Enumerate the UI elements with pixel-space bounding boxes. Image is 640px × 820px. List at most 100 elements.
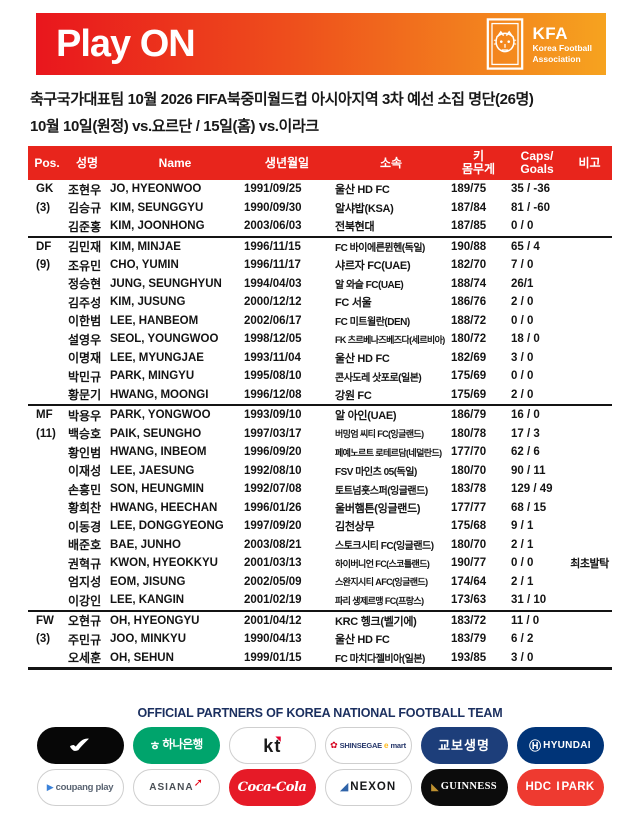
cell-kor: 황인범 xyxy=(68,445,102,460)
cell-name: JUNG, SEUNGHYUN xyxy=(110,277,222,290)
kfa-wordmark: KFA Korea Football Association xyxy=(532,25,592,63)
cell-club: 콘사도레 삿포로(일본) xyxy=(335,372,422,384)
intro-line-1: 축구국가대표팀 10월 2026 FIFA북중미월드컵 아시아지역 3차 예선 … xyxy=(30,91,534,108)
table-row: 오세훈 OH, SEHUN 1999/01/15 FC 마치다젤비아(일본) 193/8… xyxy=(28,649,612,668)
cell-name: JOO, MINKYU xyxy=(110,633,187,646)
cell-pos: FW xyxy=(36,614,54,627)
cell-club: KRC 헹크(벨기에) xyxy=(335,615,417,628)
partner-coupang-play: ▶ coupang play xyxy=(36,769,124,806)
cell-name: KWON, HYEOKKYU xyxy=(110,557,218,570)
coupang-play-triangle-icon: ▶ xyxy=(46,782,54,792)
cell-name: SON, HEUNGMIN xyxy=(110,483,204,496)
cell-hw: 173/63 xyxy=(451,594,487,607)
coupang-play-label: coupang play xyxy=(55,781,114,793)
cell-caps: 31 / 10 xyxy=(511,594,547,607)
cell-caps: 129 / 49 xyxy=(511,483,553,496)
header-pos: Pos. xyxy=(34,155,60,170)
cell-pos: GK xyxy=(36,183,54,196)
cell-caps: 26/1 xyxy=(511,277,534,290)
cell-caps: 17 / 3 xyxy=(511,427,540,440)
cell-club: 강원 FC xyxy=(335,389,372,402)
cell-kor: 오세훈 xyxy=(68,651,102,666)
asiana-label: ASIANA xyxy=(149,781,194,793)
cell-hw: 180/72 xyxy=(451,333,487,346)
cell-name: KIM, JUSUNG xyxy=(110,296,186,309)
cell-name: PARK, YONGWOO xyxy=(110,409,211,422)
cell-name: LEE, DONGGYEONG xyxy=(110,520,224,533)
cell-birth: 2001/02/19 xyxy=(244,594,302,607)
cell-club: 스완지시티 AFC(잉글랜드) xyxy=(335,577,428,588)
cell-hw: 186/79 xyxy=(451,409,487,422)
cell-hw: 186/76 xyxy=(451,296,487,309)
table-section-gk: GK 조현우 JO, HYEONWOO 1991/09/25 울산 HD FC 189/7… xyxy=(28,180,612,236)
cell-club: 페예노르트 로테르담(네덜란드) xyxy=(335,447,442,458)
hana-bank-label: 하나은행 xyxy=(162,738,203,751)
cell-hw: 175/69 xyxy=(451,388,487,401)
intro-block: 축구국가대표팀 10월 2026 FIFA북중미월드컵 아시아지역 3차 예선 … xyxy=(30,86,640,140)
header-weight: 몸무게 xyxy=(461,162,496,176)
cell-hw: 190/88 xyxy=(451,240,487,253)
cell-club: 전북현대 xyxy=(335,221,375,234)
ipark-i-label: I xyxy=(556,780,560,793)
cell-kor: 조현우 xyxy=(68,182,102,197)
table-body: GK 조현우 JO, HYEONWOO 1991/09/25 울산 HD FC 189/7… xyxy=(28,180,612,670)
table-row: 이한범 LEE, HANBEOM 2002/06/17 FC 미트윌란(DEN) 188… xyxy=(28,312,612,331)
kt-label-t: t xyxy=(274,735,280,756)
roster-announcement-page: { "colors":{ "banner_gradient_left":"#e9… xyxy=(0,13,640,820)
cell-kor: 설영우 xyxy=(68,332,102,347)
table-row: (3) 김승규 KIM, SEUNGGYU 1990/09/30 알샤밥(KSA) 187… xyxy=(28,199,612,218)
table-header-row: Pos. 성명 Name 생년월일 소속 키 몸무게 Caps/ Goals 비… xyxy=(28,146,612,180)
cell-name: OH, SEHUN xyxy=(110,651,174,664)
cell-hw: 182/70 xyxy=(451,259,487,272)
cell-caps: 9 / 1 xyxy=(511,520,534,533)
cell-pos: (9) xyxy=(36,259,51,272)
cell-birth: 1993/09/10 xyxy=(244,409,302,422)
shinsegae-label: SHINSEGAE xyxy=(339,740,383,750)
hyundai-label: HYUNDAI xyxy=(543,739,591,751)
cell-birth: 1997/09/20 xyxy=(244,520,302,533)
cell-caps: 11 / 0 xyxy=(511,614,540,627)
cell-name: CHO, YUMIN xyxy=(110,259,179,272)
table-row: MF 박용우 PARK, YONGWOO 1993/09/10 알 아인(UAE) 186… xyxy=(28,406,612,425)
table-row: 김준홍 KIM, JOONHONG 2003/06/03 전북현대 187/85 0 / … xyxy=(28,217,612,236)
cell-club: 알 아인(UAE) xyxy=(335,410,397,423)
cell-birth: 2003/06/03 xyxy=(244,220,302,233)
cell-hw: 188/74 xyxy=(451,277,487,290)
nexon-cube-icon: ◢ xyxy=(339,781,349,793)
cell-caps: 2 / 1 xyxy=(511,538,534,551)
header-birth: 생년월일 xyxy=(264,155,310,170)
kfa-logo: KFA Korea Football Association xyxy=(486,18,592,70)
cell-birth: 2003/08/21 xyxy=(244,538,302,551)
cell-birth: 1993/11/04 xyxy=(244,351,301,364)
cell-caps: 62 / 6 xyxy=(511,446,540,459)
cell-name: JO, HYEONWOO xyxy=(110,183,202,196)
cell-name: LEE, JAESUNG xyxy=(110,464,195,477)
cell-name: SEOL, YOUNGWOO xyxy=(110,333,219,346)
cell-kor: 손흥민 xyxy=(68,482,102,497)
cell-caps: 16 / 0 xyxy=(511,409,540,422)
table-row: 황문기 HWANG, MOONGI 1996/12/08 강원 FC 175/69 2 /… xyxy=(28,386,612,405)
table-row: 김주성 KIM, JUSUNG 2000/12/12 FC 서울 186/76 2 / 0 xyxy=(28,293,612,312)
header-caps-goals: Caps/ Goals xyxy=(507,150,567,176)
kfa-org-line1: Korea Football xyxy=(532,43,592,53)
cell-birth: 1996/09/20 xyxy=(244,446,302,459)
cell-birth: 2002/05/09 xyxy=(244,575,302,588)
cell-caps: 0 / 0 xyxy=(511,557,534,570)
cell-kor: 김민재 xyxy=(68,240,102,255)
emart-label: mart xyxy=(390,740,406,750)
cell-hw: 183/78 xyxy=(451,483,487,496)
cell-kor: 이강인 xyxy=(68,593,102,608)
cell-club: 울산 HD FC xyxy=(335,352,390,365)
cell-birth: 1998/12/05 xyxy=(244,333,302,346)
cell-hw: 175/69 xyxy=(451,370,487,383)
header-name: Name xyxy=(158,155,192,170)
cell-kor: 김승규 xyxy=(68,201,102,216)
cell-name: HWANG, HEECHAN xyxy=(110,501,218,514)
partner-nike: ✔ xyxy=(36,727,124,764)
cell-name: KIM, MINJAE xyxy=(110,240,181,253)
partner-hdc-ipark: HDC I PARK xyxy=(516,769,604,806)
cell-birth: 1990/09/30 xyxy=(244,201,302,214)
cell-caps: 3 / 0 xyxy=(511,651,534,664)
cell-hw: 190/77 xyxy=(451,557,487,570)
cell-hw: 183/79 xyxy=(451,633,487,646)
